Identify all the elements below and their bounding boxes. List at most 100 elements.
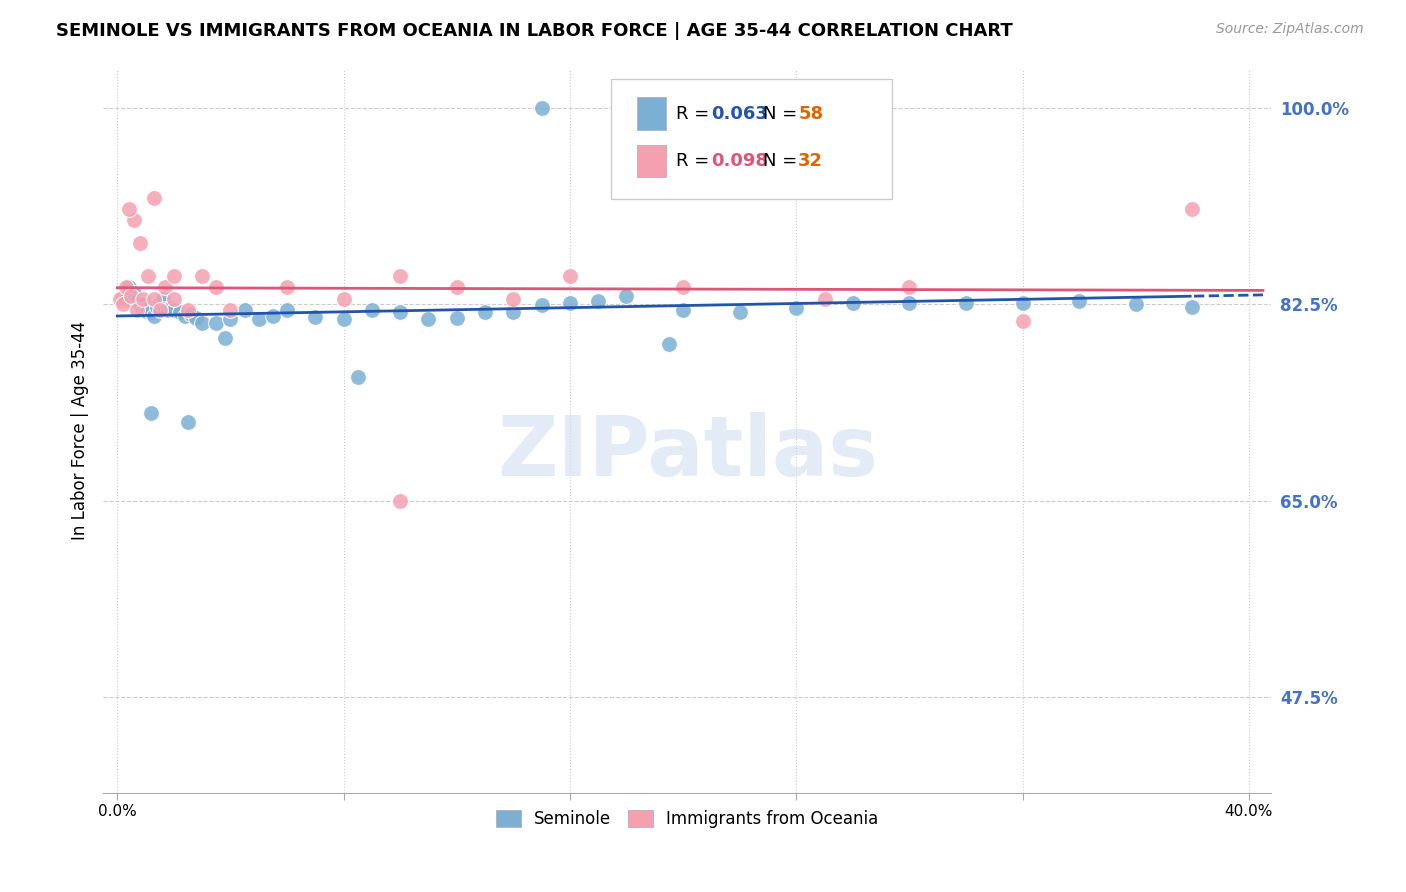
Point: [502, 305, 524, 319]
Point: [214, 331, 236, 345]
Point: [1069, 293, 1091, 308]
Point: [122, 213, 145, 227]
Point: [138, 269, 160, 284]
Text: 0.063: 0.063: [710, 105, 768, 123]
Point: [163, 302, 186, 317]
Point: [122, 286, 145, 301]
Point: [174, 309, 197, 323]
Point: [672, 280, 695, 294]
Point: [163, 292, 186, 306]
Point: [149, 302, 172, 317]
Point: [1181, 300, 1204, 314]
Text: N =: N =: [763, 153, 803, 170]
Point: [135, 304, 157, 318]
Point: [143, 292, 166, 306]
Point: [111, 297, 134, 311]
Point: [898, 280, 921, 294]
Point: [842, 296, 865, 310]
Point: [898, 296, 921, 310]
Point: [186, 310, 208, 325]
Point: [219, 311, 242, 326]
Point: [418, 311, 440, 326]
Point: [125, 302, 148, 317]
Point: [530, 298, 553, 312]
Text: 58: 58: [799, 105, 824, 123]
Point: [304, 310, 326, 324]
Point: [191, 317, 214, 331]
Point: [117, 202, 139, 216]
FancyBboxPatch shape: [637, 97, 666, 130]
Text: SEMINOLE VS IMMIGRANTS FROM OCEANIA IN LABOR FORCE | AGE 35-44 CORRELATION CHART: SEMINOLE VS IMMIGRANTS FROM OCEANIA IN L…: [56, 22, 1012, 40]
Point: [446, 310, 468, 325]
Point: [247, 311, 270, 326]
Point: [129, 235, 152, 250]
Point: [360, 302, 382, 317]
Point: [143, 191, 166, 205]
Point: [1011, 314, 1033, 328]
Point: [586, 293, 609, 308]
Point: [177, 302, 200, 317]
Legend: Seminole, Immigrants from Oceania: Seminole, Immigrants from Oceania: [489, 804, 886, 835]
FancyBboxPatch shape: [637, 145, 666, 178]
Point: [205, 317, 228, 331]
Point: [219, 302, 242, 317]
Point: [658, 336, 681, 351]
Point: [152, 292, 174, 306]
Point: [813, 292, 835, 306]
Point: [114, 280, 136, 294]
FancyBboxPatch shape: [612, 79, 891, 199]
Point: [169, 305, 191, 319]
Point: [672, 302, 695, 317]
Point: [446, 280, 468, 294]
Text: R =: R =: [676, 105, 714, 123]
Point: [149, 296, 172, 310]
Point: [120, 289, 142, 303]
Point: [129, 297, 152, 311]
Point: [205, 280, 228, 294]
Point: [132, 292, 155, 306]
Point: [1125, 297, 1147, 311]
Point: [180, 307, 202, 321]
Point: [1181, 202, 1204, 216]
Point: [138, 301, 160, 315]
Point: [143, 309, 166, 323]
Point: [389, 305, 412, 319]
Point: [474, 305, 496, 319]
Point: [120, 289, 142, 303]
Point: [157, 302, 180, 317]
Point: [262, 309, 284, 323]
Point: [191, 269, 214, 284]
Point: [160, 301, 183, 315]
Text: R =: R =: [676, 153, 714, 170]
Text: 32: 32: [799, 153, 824, 170]
Point: [132, 302, 155, 317]
Point: [233, 302, 256, 317]
Point: [389, 269, 412, 284]
Point: [728, 305, 751, 319]
Point: [558, 296, 581, 310]
Point: [332, 292, 354, 306]
Text: ZIPatlas: ZIPatlas: [496, 412, 877, 492]
Point: [117, 280, 139, 294]
Point: [1011, 296, 1033, 310]
Point: [141, 305, 163, 319]
Point: [125, 293, 148, 308]
Point: [108, 292, 131, 306]
Point: [114, 292, 136, 306]
Point: [146, 300, 169, 314]
Point: [163, 269, 186, 284]
Text: 0.098: 0.098: [710, 153, 768, 170]
Point: [785, 301, 807, 315]
Text: N =: N =: [763, 105, 803, 123]
Point: [155, 301, 177, 316]
Point: [141, 406, 163, 420]
Point: [955, 296, 977, 310]
Point: [616, 289, 638, 303]
Point: [389, 493, 412, 508]
Point: [111, 291, 134, 305]
Point: [346, 370, 368, 384]
Point: [530, 101, 553, 115]
Point: [276, 280, 298, 294]
Text: Source: ZipAtlas.com: Source: ZipAtlas.com: [1216, 22, 1364, 37]
Point: [276, 302, 298, 317]
